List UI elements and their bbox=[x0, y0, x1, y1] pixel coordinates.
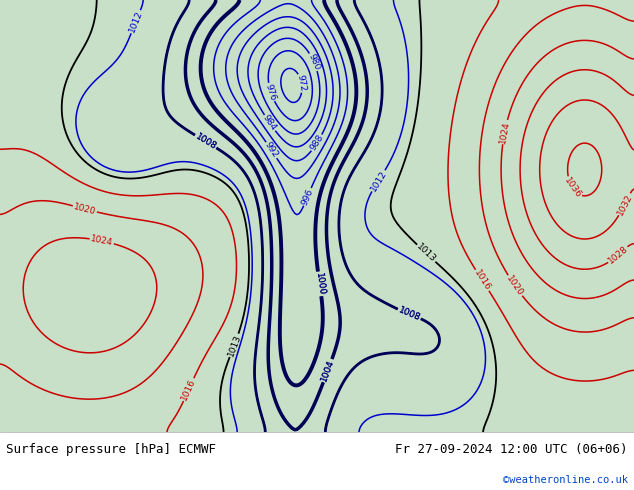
Text: 980: 980 bbox=[306, 52, 321, 72]
Text: 1020: 1020 bbox=[73, 202, 97, 216]
Text: 1032: 1032 bbox=[616, 192, 634, 217]
Text: 1000: 1000 bbox=[314, 272, 326, 296]
Text: 1016: 1016 bbox=[472, 268, 492, 293]
Text: 1008: 1008 bbox=[397, 305, 422, 322]
Text: 984: 984 bbox=[261, 113, 278, 133]
Text: 988: 988 bbox=[309, 133, 325, 152]
Text: 1024: 1024 bbox=[90, 234, 114, 247]
Text: 972: 972 bbox=[295, 74, 307, 93]
Text: 1004: 1004 bbox=[320, 358, 336, 383]
Text: 1012: 1012 bbox=[368, 169, 388, 193]
Text: 1008: 1008 bbox=[193, 132, 218, 151]
Text: 1036: 1036 bbox=[562, 176, 583, 200]
Text: Surface pressure [hPa] ECMWF: Surface pressure [hPa] ECMWF bbox=[6, 443, 216, 456]
Text: 1028: 1028 bbox=[607, 244, 630, 266]
Text: 992: 992 bbox=[263, 141, 280, 160]
Text: 996: 996 bbox=[300, 187, 315, 207]
Text: 1024: 1024 bbox=[498, 120, 512, 144]
Text: 1016: 1016 bbox=[180, 377, 198, 402]
Text: 1008: 1008 bbox=[397, 305, 422, 322]
Text: 1004: 1004 bbox=[320, 358, 336, 383]
Text: 1000: 1000 bbox=[314, 272, 326, 296]
Text: 976: 976 bbox=[264, 83, 278, 102]
Text: 1013: 1013 bbox=[226, 333, 242, 358]
Text: 1008: 1008 bbox=[193, 132, 218, 151]
Text: 1012: 1012 bbox=[127, 9, 144, 34]
Text: ©weatheronline.co.uk: ©weatheronline.co.uk bbox=[503, 475, 628, 485]
Text: 1013: 1013 bbox=[415, 242, 437, 265]
Text: 1020: 1020 bbox=[505, 274, 525, 298]
Text: Fr 27-09-2024 12:00 UTC (06+06): Fr 27-09-2024 12:00 UTC (06+06) bbox=[395, 443, 628, 456]
